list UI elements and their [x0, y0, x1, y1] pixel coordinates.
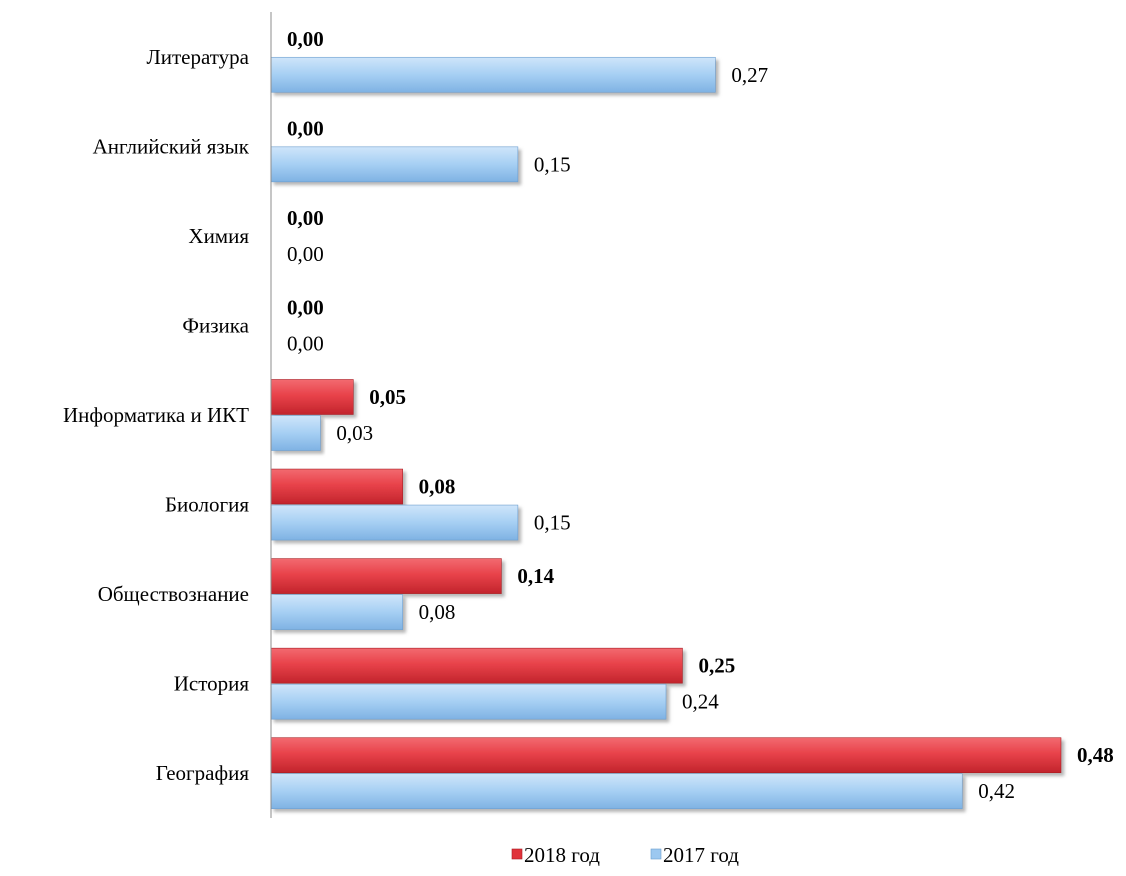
data-label-2018: 0,05: [369, 385, 406, 409]
data-label-2017: 0,15: [534, 511, 571, 535]
data-label-2018: 0,48: [1077, 743, 1114, 767]
bar-2017: [270, 415, 321, 451]
category-label: История: [174, 672, 250, 696]
legend-swatch-2018: [511, 848, 523, 860]
data-label-2018: 0,00: [287, 295, 324, 319]
bar-2018: [270, 468, 403, 505]
legend: 2018 год 2017 год: [511, 843, 739, 867]
legend-label-2018: 2018 год: [524, 843, 600, 867]
legend-swatch-2017: [650, 848, 662, 860]
data-label-2017: 0,08: [419, 600, 456, 624]
bar-2017: [270, 504, 519, 541]
data-label-2017: 0,27: [731, 63, 768, 87]
bar-2018: [270, 558, 502, 594]
data-label-2017: 0,24: [682, 690, 719, 714]
bar-2017: [270, 594, 403, 630]
legend-label-2017: 2017 год: [663, 843, 739, 867]
data-label-2017: 0,00: [287, 331, 324, 355]
bar-2018: [270, 737, 1062, 774]
category-label: Английский язык: [93, 134, 250, 158]
data-label-2017: 0,00: [287, 242, 324, 266]
data-label-2018: 0,08: [419, 475, 456, 499]
data-label-2018: 0,00: [287, 206, 324, 230]
bar-2017: [270, 56, 716, 93]
bar-2017: [270, 683, 667, 720]
category-label: География: [156, 761, 250, 785]
category-label: Обществознание: [98, 582, 249, 606]
data-label-2018: 0,00: [287, 27, 324, 51]
category-label: Литература: [147, 45, 250, 69]
category-label: Информатика и ИКТ: [63, 403, 249, 427]
data-label-2017: 0,42: [978, 779, 1015, 803]
category-label: Физика: [182, 313, 249, 337]
data-label-2018: 0,25: [698, 654, 735, 678]
labels-layer: Литература 0,00 0,27 Английский язык 0,00 0,1…: [63, 27, 1114, 803]
data-label-2017: 0,15: [534, 152, 571, 176]
bars-layer: [270, 56, 1062, 810]
bar-2017: [270, 146, 519, 183]
bar-2018: [270, 379, 354, 415]
data-label-2017: 0,03: [336, 421, 373, 445]
category-label: Химия: [188, 224, 249, 248]
bar-2017: [270, 773, 963, 810]
data-label-2018: 0,00: [287, 116, 324, 140]
category-label: Биология: [165, 493, 249, 517]
bar-2018: [270, 647, 683, 684]
data-label-2018: 0,14: [517, 564, 554, 588]
